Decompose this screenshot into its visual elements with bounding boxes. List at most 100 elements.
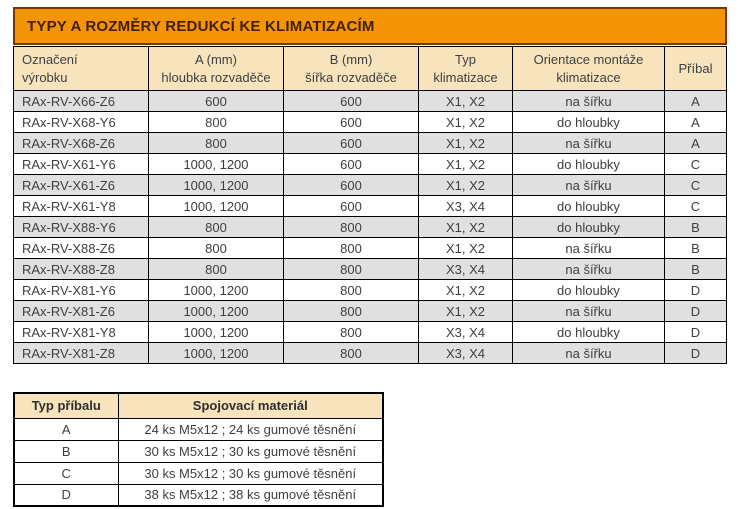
table-cell: do hloubky [512,153,665,175]
table-cell: 1000, 1200 [148,342,284,364]
table-cell: 1000, 1200 [148,321,284,343]
table-cell: na šířku [512,237,665,259]
table-cell: 30 ks M5x12 ; 30 ks gumové těsnění [117,461,384,485]
header-line: Orientace montáže [533,51,644,67]
table-cell: D [664,321,727,343]
table-cell: X1, X2 [418,216,513,238]
header-line: klimatizace [556,69,621,85]
table-cell: X1, X2 [418,279,513,301]
table-cell: D [664,342,727,364]
table-cell: 600 [283,195,419,217]
table-cell: X3, X4 [418,342,513,364]
table-row: RAx-RV-X66-Z6 600 600 X1, X2 na šířku A [13,90,727,112]
table-cell: X1, X2 [418,111,513,133]
table-cell: na šířku [512,174,665,196]
table-cell: do hloubky [512,321,665,343]
table-cell: B [13,439,119,463]
table-row: RAx-RV-X68-Z6 800 600 X1, X2 na šířku A [13,132,727,154]
header-row: Typ příbalu Spojovací materiál [13,392,384,419]
header-line: výrobku [22,69,68,85]
table-cell: na šířku [512,342,665,364]
table-row: RAx-RV-X81-Z8 1000, 1200 800 X3, X4 na šířku… [13,342,727,364]
table-cell: na šířku [512,90,665,112]
header-line: Typ [455,51,476,67]
table-row: A 24 ks M5x12 ; 24 ks gumové těsnění [13,417,384,441]
table-row: RAx-RV-X88-Z8 800 800 X3, X4 na šířku B [13,258,727,280]
table-cell: X1, X2 [418,90,513,112]
table-cell: X3, X4 [418,321,513,343]
table-cell: RAx-RV-X61-Z6 [13,174,149,196]
column-header-depth: A (mm) hloubka rozvaděče [148,46,284,91]
table-cell: 800 [148,216,284,238]
table-cell: X3, X4 [418,258,513,280]
table-cell: 800 [283,237,419,259]
table-cell: 800 [283,342,419,364]
table-cell: A [664,111,727,133]
table-row: D 38 ks M5x12 ; 38 ks gumové těsnění [13,483,384,507]
table-cell: RAx-RV-X61-Y8 [13,195,149,217]
header-line: hloubka rozvaděče [161,69,271,85]
header-row: Označení výrobku A (mm) hloubka rozvaděč… [13,46,727,91]
table-cell: 800 [283,300,419,322]
table-cell: RAx-RV-X68-Y6 [13,111,149,133]
table-cell: 1000, 1200 [148,174,284,196]
column-header-orientation: Orientace montáže klimatizace [512,46,665,91]
table-row: RAx-RV-X88-Z6 800 800 X1, X2 na šířku B [13,237,727,259]
table-cell: D [13,483,119,507]
table-cell: X1, X2 [418,237,513,259]
table-cell: RAx-RV-X81-Z6 [13,300,149,322]
column-header-product: Označení výrobku [13,46,149,91]
table-cell: na šířku [512,258,665,280]
table-cell: RAx-RV-X88-Z6 [13,237,149,259]
table-cell: 1000, 1200 [148,195,284,217]
header-line: Označení [22,51,78,67]
table-cell: D [664,279,727,301]
dimensions-table-header: Označení výrobku A (mm) hloubka rozvaděč… [13,46,727,91]
header-line: B (mm) [329,51,373,67]
table-row: RAx-RV-X81-Z6 1000, 1200 800 X1, X2 na šířku… [13,300,727,322]
table-cell: A [664,132,727,154]
column-header-package: Příbal [664,46,727,91]
column-header-package-type: Typ příbalu [13,392,119,419]
table-cell: 1000, 1200 [148,153,284,175]
table-cell: C [664,153,727,175]
table-cell: 600 [283,90,419,112]
column-header-material: Spojovací materiál [117,392,384,419]
table-cell: 600 [283,111,419,133]
table-cell: 800 [283,279,419,301]
table-row: RAx-RV-X81-Y6 1000, 1200 800 X1, X2 do hloub… [13,279,727,301]
table-cell: na šířku [512,132,665,154]
table-cell: 800 [283,258,419,280]
table-cell: 800 [283,216,419,238]
table-cell: X1, X2 [418,132,513,154]
table-cell: 800 [148,237,284,259]
accessories-table-header: Typ příbalu Spojovací materiál [13,392,384,419]
table-cell: 600 [148,90,284,112]
table-cell: 38 ks M5x12 ; 38 ks gumové těsnění [117,483,384,507]
header-line: klimatizace [433,69,498,85]
table-cell: C [13,461,119,485]
header-line: Příbal [678,60,713,76]
table-cell: do hloubky [512,216,665,238]
table-cell: A [664,90,727,112]
column-header-ac-type: Typ klimatizace [418,46,513,91]
table-cell: RAx-RV-X81-Y8 [13,321,149,343]
table-row: RAx-RV-X68-Y6 800 600 X1, X2 do hloubky A [13,111,727,133]
table-row: RAx-RV-X61-Y8 1000, 1200 600 X3, X4 do hloub… [13,195,727,217]
table-cell: B [664,258,727,280]
main-table-body: RAx-RV-X66-Z6 600 600 X1, X2 na šířku A RAx-RV… [13,90,727,364]
table-cell: RAx-RV-X68-Z6 [13,132,149,154]
table-cell: 1000, 1200 [148,279,284,301]
table-cell: RAx-RV-X66-Z6 [13,90,149,112]
table-cell: 800 [283,321,419,343]
accessories-table-body: A 24 ks M5x12 ; 24 ks gumové těsnění B 30 k… [13,417,384,507]
table-cell: C [664,174,727,196]
table-cell: do hloubky [512,111,665,133]
table-row: RAx-RV-X61-Y6 1000, 1200 600 X1, X2 do hloub… [13,153,727,175]
table-cell: D [664,300,727,322]
table-cell: do hloubky [512,279,665,301]
table-cell: 800 [148,111,284,133]
table-cell: 600 [283,132,419,154]
table-cell: X1, X2 [418,153,513,175]
